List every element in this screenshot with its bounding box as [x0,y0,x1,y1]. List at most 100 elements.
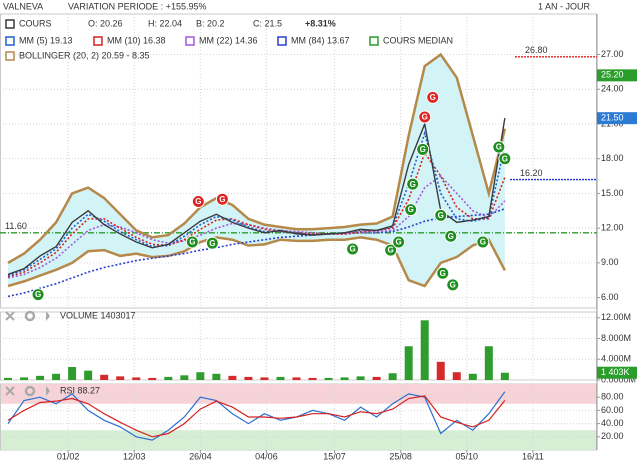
signal [384,243,398,257]
bollinger-upper [7,52,507,264]
moving-average [7,174,506,279]
volume-bar [260,377,269,380]
signal [434,208,448,222]
volume-bar [212,373,221,380]
signal [498,152,512,166]
level-label: 11.60 [5,221,27,231]
x-tick-label: 01/02 [57,451,80,461]
legend-entry: COURS [19,18,52,28]
signal [426,90,440,104]
legend-entry: MM (84) 13.67 [291,35,350,45]
y-tick-label: 24.00 [601,84,624,94]
signal-label: G [430,93,436,102]
level-label: 26.80 [525,45,548,55]
rsi-signal [7,395,506,438]
x-tick-label: 04/06 [255,451,278,461]
bollinger-lower [7,236,506,288]
x-tick-label: 05/10 [456,451,479,461]
y-tick-label: 4.000M [601,354,631,364]
signal-label: G [420,145,426,154]
legend-icon [5,36,15,46]
y-tick-label: 0.0000M [601,374,636,384]
settings-icon [24,310,36,322]
quote: B: 20.2 [196,18,225,28]
signal [191,195,205,209]
y-tick-label: 60.00 [601,405,624,415]
signal-label: G [189,238,195,247]
x-tick-label: 15/07 [323,451,346,461]
legend-icon [5,51,15,61]
volume-bar [68,367,77,380]
quote: H: 22.04 [148,18,182,28]
period: 1 AN - JOUR [538,1,591,11]
signal [418,110,432,124]
rsi-title: RSI 88.27 [60,385,100,395]
signal-label: G [438,211,444,220]
x-tick-label: 25/08 [389,451,412,461]
volume-tag-label: 1 403K [601,367,630,377]
y-tick-label: 27.00 [601,49,624,59]
legend-icon [277,36,287,46]
legend-icon [93,36,103,46]
settings-icon [24,385,36,397]
volume-bar [356,376,365,380]
y-tick-label: 40.00 [601,418,624,428]
y-tick-label: 6.00 [601,292,619,302]
volume-bar [308,377,317,380]
stock-name: VALNEVA [3,1,43,11]
signal-label: G [195,197,201,206]
variation: VARIATION PERIODE : +155.95% [68,1,206,11]
legend-icon [5,19,15,29]
volume-tag [597,366,637,379]
legend-entry: MM (22) 14.36 [199,35,258,45]
close-icon [5,386,15,396]
volume-bar [148,377,157,380]
signal [346,242,360,256]
legend-entry: BOLLINGER (20, 2) 20.59 - 8.35 [19,50,150,60]
volume-bar [420,320,429,380]
signal-label: G [480,238,486,247]
signal [476,235,490,249]
volume-bar [244,376,253,380]
level-label: 16.20 [520,168,543,178]
volume-bar [500,372,509,380]
price-tag [597,112,637,125]
price-tag-label: 25.20 [601,70,624,80]
y-tick-label: 8.000M [601,333,631,343]
signal-label: G [209,239,215,248]
volume-bar [436,361,445,380]
signal [436,266,450,280]
signal-label: G [219,195,225,204]
signal [185,235,199,249]
signal-label: G [349,245,355,254]
signal-label: G [388,246,394,255]
signal [392,235,406,249]
y-tick-label: 9.00 [601,257,619,267]
signal-label: G [496,143,502,152]
legend-icon [369,36,379,46]
volume-bar [180,375,189,380]
volume-bar [404,346,413,380]
signal-label: G [35,290,41,299]
signal-label: G [440,269,446,278]
price-line [7,118,506,276]
legend-entry: MM (5) 19.13 [19,35,73,45]
rsi-band [1,430,596,450]
x-tick-label: 16/11 [522,451,544,461]
price-tag [597,69,637,82]
signal [446,278,460,292]
quote: C: 21.5 [253,18,282,28]
signal-label: G [408,205,414,214]
signal [215,192,229,206]
rsi-band [1,384,596,404]
volume-bar [372,376,381,380]
legend-entry: MM (10) 16.38 [107,35,166,45]
legend-entry: COURS MEDIAN [383,35,453,45]
y-tick-label: 12.00 [601,223,624,233]
signal [406,177,420,191]
volume-bar [20,377,29,380]
move-icon [46,386,50,396]
signal-label: G [410,180,416,189]
moving-average [7,130,506,277]
